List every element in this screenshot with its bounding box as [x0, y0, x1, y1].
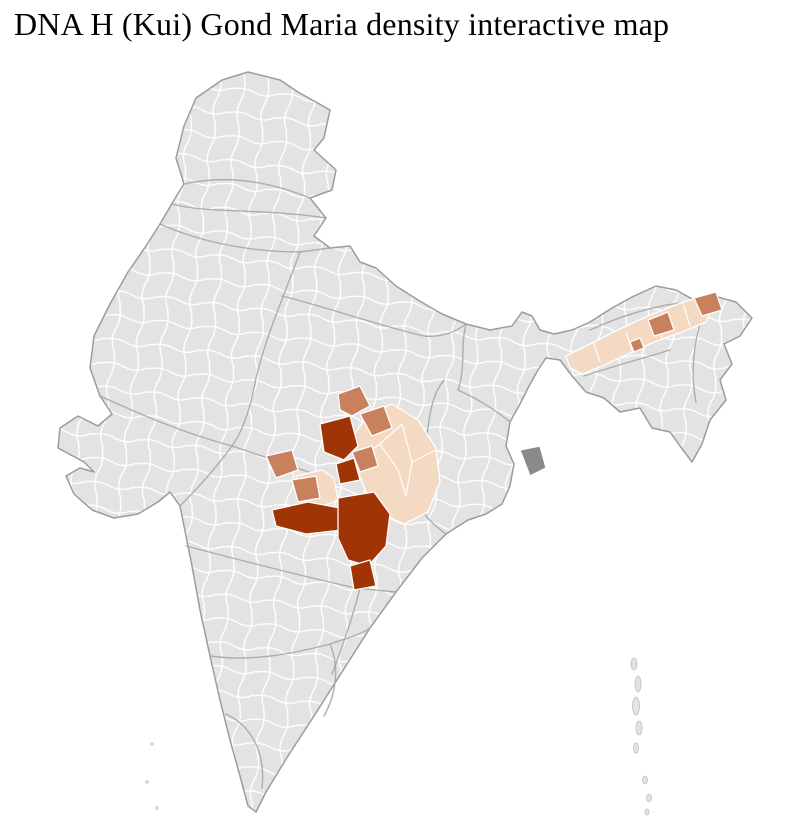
island[interactable] — [155, 806, 159, 810]
district-medium-density[interactable] — [291, 475, 321, 503]
island[interactable] — [644, 808, 650, 816]
island[interactable] — [630, 657, 638, 671]
island[interactable] — [646, 793, 652, 803]
district-neutral-dark[interactable] — [519, 445, 547, 477]
district-medium-density[interactable] — [337, 385, 371, 417]
page-title: DNA H (Kui) Gond Maria density interacti… — [14, 6, 670, 42]
island[interactable] — [150, 742, 154, 746]
district-medium-density[interactable] — [265, 449, 299, 479]
state-border-line — [323, 643, 337, 717]
state-border-line — [583, 349, 671, 377]
district-low-density[interactable] — [565, 295, 715, 375]
district-medium-density[interactable] — [359, 405, 393, 437]
island[interactable] — [145, 780, 149, 784]
island[interactable] — [634, 675, 642, 693]
district-medium-density[interactable] — [629, 337, 645, 353]
district-high-density[interactable] — [335, 457, 361, 485]
state-border-line — [99, 395, 233, 447]
district-high-density[interactable] — [319, 415, 359, 461]
state-border-line — [457, 389, 511, 423]
district-high-density[interactable] — [337, 491, 391, 567]
state-border-line — [231, 251, 301, 447]
state-border-line — [225, 713, 264, 789]
high-density-districts — [271, 415, 391, 591]
state-border-line — [159, 223, 331, 253]
andaman-nicobar-islands — [630, 657, 652, 816]
medium-density-districts — [265, 291, 723, 503]
island[interactable] — [632, 696, 640, 716]
state-border-line — [209, 627, 371, 659]
state-border-line — [171, 203, 327, 219]
district-medium-density[interactable] — [693, 291, 723, 317]
district-medium-density[interactable] — [351, 445, 379, 473]
state-border-line — [281, 295, 467, 338]
island[interactable] — [633, 742, 639, 754]
state-border-line — [179, 445, 233, 507]
lakshadweep-islands — [145, 742, 159, 810]
district-high-density[interactable] — [349, 559, 377, 591]
district-medium-density[interactable] — [647, 311, 675, 337]
state-border-line — [185, 545, 397, 593]
island[interactable] — [635, 720, 643, 736]
state-border-line — [183, 178, 311, 199]
state-border-line — [331, 587, 361, 675]
state-border-line — [457, 323, 467, 391]
island[interactable] — [642, 775, 648, 785]
